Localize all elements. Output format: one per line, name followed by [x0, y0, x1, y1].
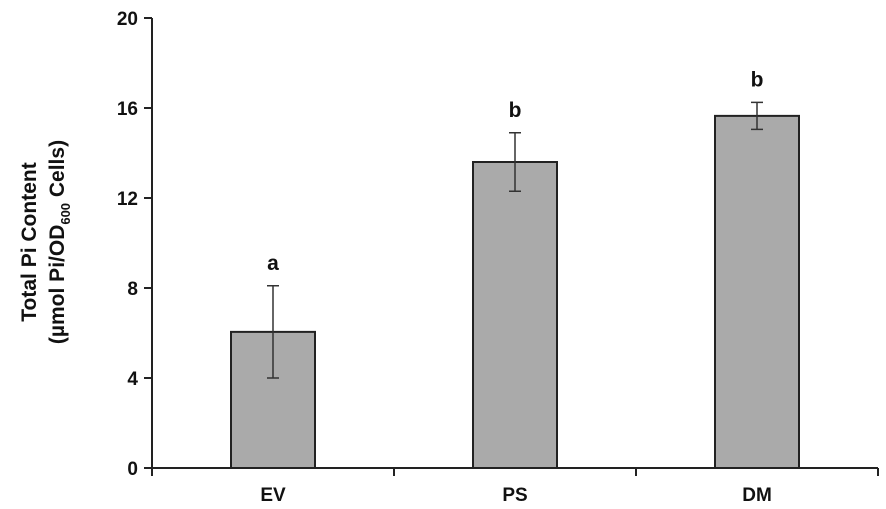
- y-axis-title-line1: Total Pi Content: [18, 162, 41, 321]
- x-category-label-dm: DM: [742, 485, 772, 506]
- y-axis-title: Total Pi Content (µmol Pi/OD600 Cells): [18, 140, 73, 344]
- x-category-label-ev: EV: [260, 485, 286, 506]
- significance-label-ev: a: [267, 252, 279, 275]
- bar-ps: [472, 161, 558, 469]
- y-tick-label: 8: [127, 279, 138, 300]
- significance-label-ps: b: [509, 99, 522, 122]
- y-axis-title-line2-sub: 600: [58, 203, 73, 225]
- significance-label-dm: b: [751, 68, 764, 91]
- plot-area: 0 4 8 12 16 20 a EV b PS b DM: [117, 9, 879, 506]
- y-axis-title-line2-post: Cells): [46, 140, 69, 203]
- bar-dm: [714, 114, 800, 469]
- y-tick-label: 16: [117, 99, 138, 120]
- y-tick-label: 0: [127, 459, 138, 480]
- x-category-label-ps: PS: [502, 485, 527, 506]
- y-axis-title-line2-pre: (µmol Pi/OD: [46, 225, 69, 344]
- y-tick-label: 12: [117, 189, 138, 210]
- y-tick-label: 4: [127, 369, 138, 390]
- y-tick-label: 20: [117, 9, 138, 30]
- y-axis-title-line2: (µmol Pi/OD600 Cells): [46, 140, 73, 344]
